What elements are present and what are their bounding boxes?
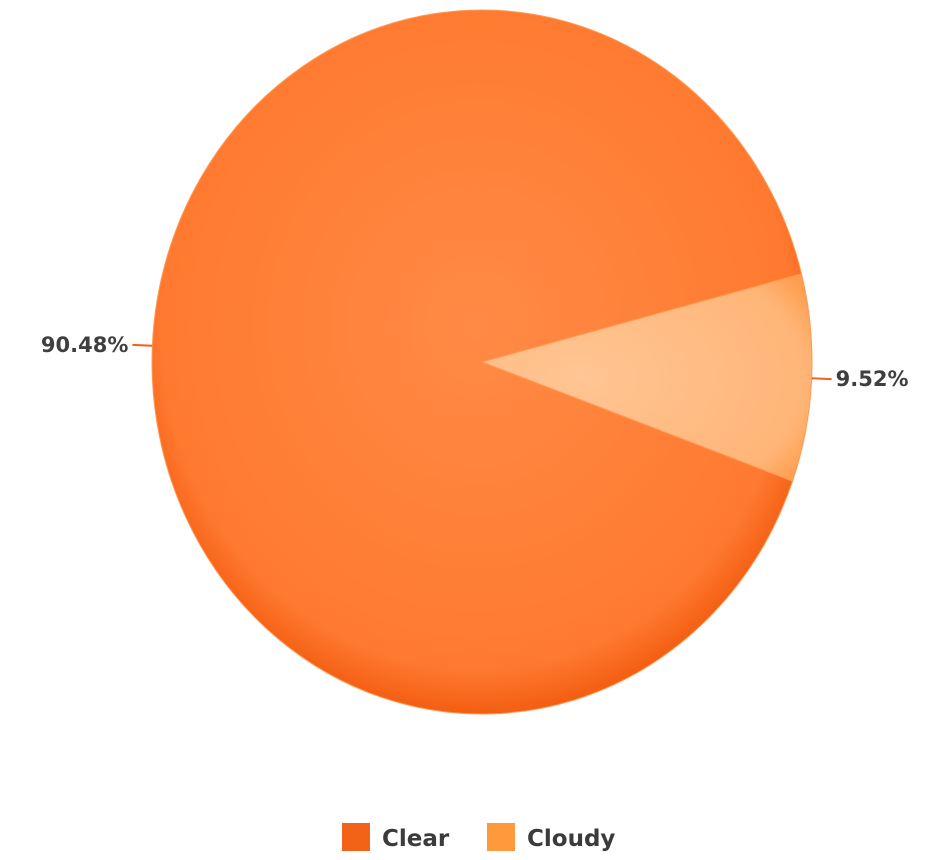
legend: Clear Cloudy — [342, 823, 615, 852]
connector-cloudy — [811, 377, 832, 381]
data-labels: 90.48% 9.52% — [41, 333, 909, 391]
pie-slice-clear[interactable] — [151, 9, 803, 715]
legend-item-clear[interactable]: Clear — [342, 823, 450, 852]
label-connectors — [132, 343, 832, 381]
pie-slices — [151, 9, 813, 715]
legend-label-cloudy: Cloudy — [527, 826, 615, 852]
legend-swatch-cloudy — [487, 823, 515, 851]
data-label-cloudy: 9.52% — [836, 367, 909, 391]
legend-item-cloudy[interactable]: Cloudy — [487, 823, 615, 852]
legend-label-clear: Clear — [382, 826, 450, 852]
connector-clear — [132, 343, 153, 347]
data-label-clear: 90.48% — [41, 333, 128, 357]
legend-swatch-clear — [342, 823, 370, 851]
